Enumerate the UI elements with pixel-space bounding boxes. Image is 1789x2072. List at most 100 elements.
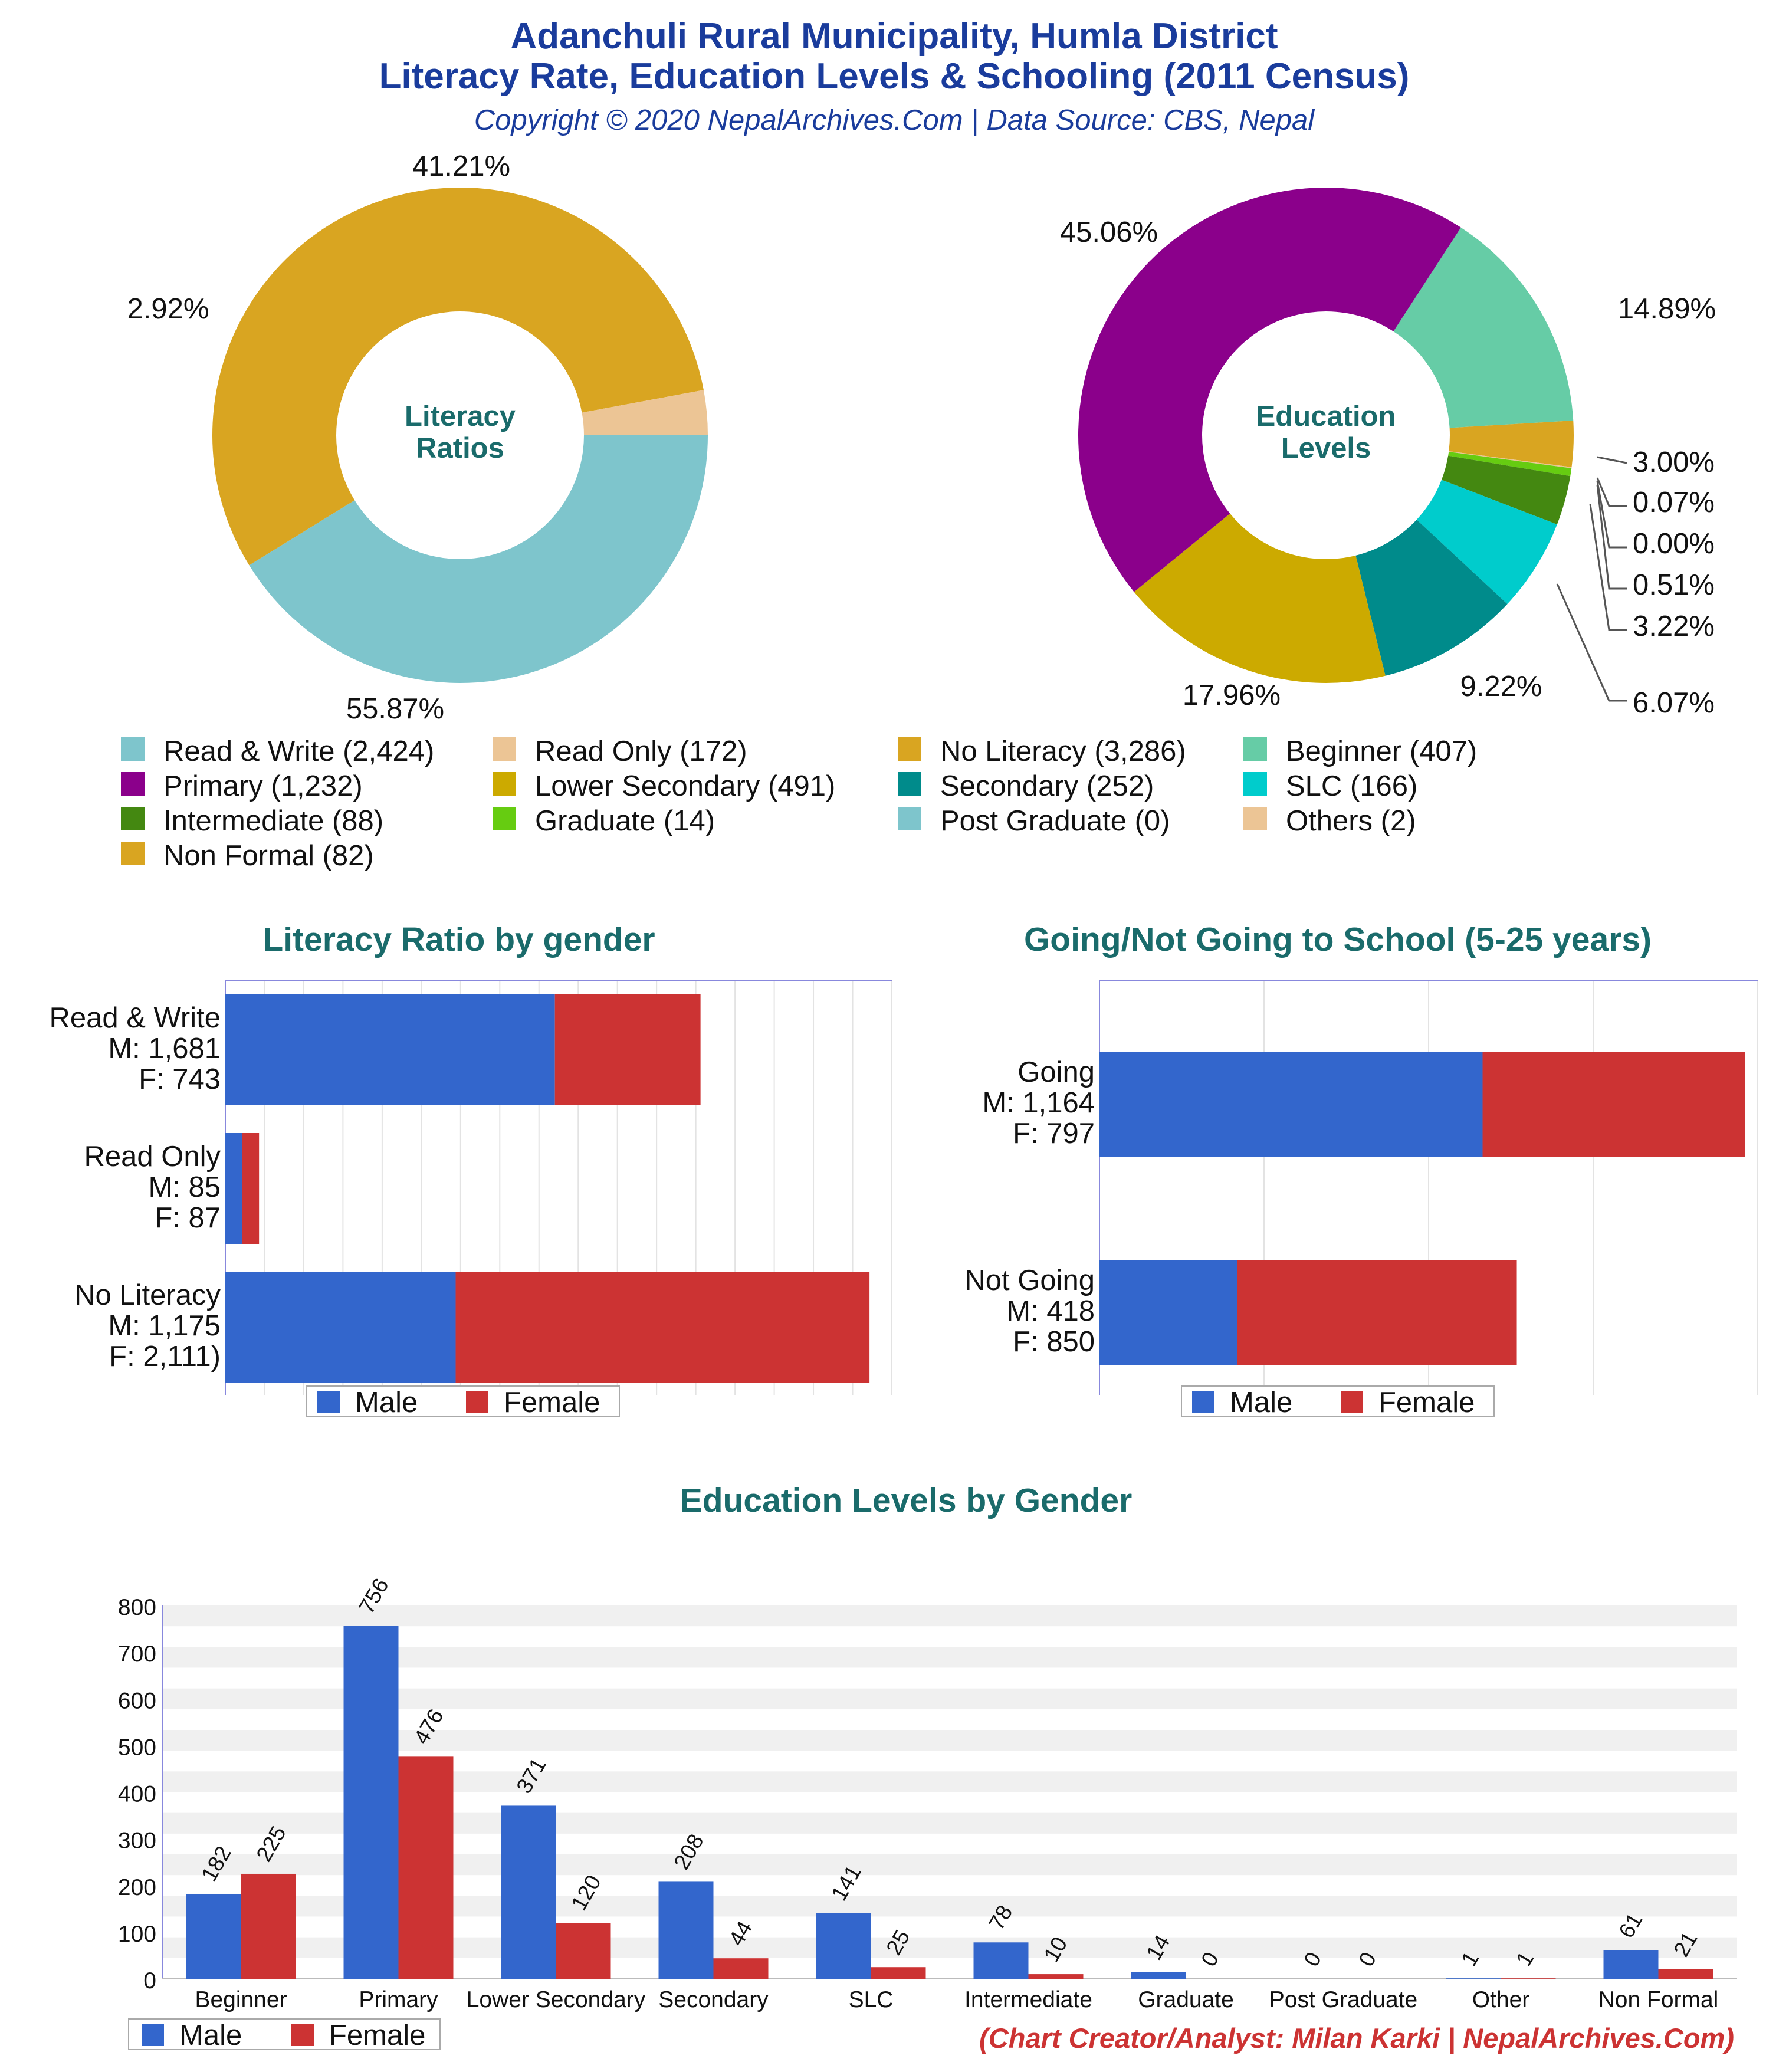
grid-band <box>162 1605 1737 1627</box>
slice-read-write <box>249 435 708 684</box>
x-tick-label: Primary <box>359 1987 438 2012</box>
pie2-center-label-1: Education <box>1256 400 1396 432</box>
legend-box <box>306 1385 620 1417</box>
legend-male-label: Male <box>1230 1387 1292 1418</box>
legend-male-label: Male <box>179 2020 242 2051</box>
legend-swatch <box>898 807 921 830</box>
legend-box <box>1181 1385 1495 1417</box>
x-tick-label: Intermediate <box>964 1987 1092 2012</box>
legend-swatch <box>493 737 516 761</box>
legend-label: Intermediate (88) <box>163 805 383 837</box>
x-tick-label: Lower Secondary <box>467 1987 646 2012</box>
male-bar <box>501 1805 556 1979</box>
female-bar <box>455 1272 870 1383</box>
education-gender-title: Education Levels by Gender <box>680 1482 1133 1519</box>
pct-label: 3.00% <box>1633 446 1715 478</box>
y-tick-label: 200 <box>118 1875 156 1900</box>
leader-line <box>1596 477 1627 507</box>
male-bar <box>225 1133 242 1244</box>
legend-label: Secondary (252) <box>940 770 1154 802</box>
female-bar <box>1237 1260 1517 1365</box>
legend-label: Graduate (14) <box>535 805 715 837</box>
legend-label: Primary (1,232) <box>163 770 363 802</box>
pie1-center-label-1: Literacy <box>405 400 516 432</box>
legend-label: Lower Secondary (491) <box>535 770 835 802</box>
x-tick-label: Graduate <box>1138 1987 1234 2012</box>
legend-swatch <box>493 772 516 796</box>
male-bar <box>225 994 555 1105</box>
leader-line <box>1596 481 1627 549</box>
pct-label: 14.89% <box>1618 293 1716 325</box>
legend-swatch <box>121 772 145 796</box>
legend-swatch <box>1243 807 1267 830</box>
category-label: F: 797 <box>1013 1118 1095 1150</box>
category-label: Going <box>1017 1056 1095 1088</box>
x-tick-label: Post Graduate <box>1269 1987 1417 2012</box>
legend-male-swatch <box>142 2024 164 2046</box>
legend-swatch <box>493 807 516 830</box>
category-label: F: 87 <box>155 1202 221 1234</box>
female-bar <box>1028 1974 1084 1979</box>
male-bar <box>225 1272 456 1383</box>
female-bar <box>398 1756 454 1979</box>
slice-secondary <box>1355 520 1508 676</box>
y-tick-label: 500 <box>118 1735 156 1760</box>
grid-band <box>162 1647 1737 1668</box>
credit-text: (Chart Creator/Analyst: Milan Karki | Ne… <box>979 2022 1734 2054</box>
pie2-center-label-2: Levels <box>1281 432 1371 464</box>
pct-label: 45.06% <box>1060 216 1158 248</box>
slice-read-only <box>582 390 708 435</box>
category-label: M: 85 <box>148 1171 221 1203</box>
grid-band <box>162 1730 1737 1751</box>
female-bar <box>554 994 701 1105</box>
education-levels-donut: 14.89% 3.00% 0.07% 0.00% 0.51% 3.22% 6.07% 9.22… <box>1060 188 1716 719</box>
slice-beginner <box>1393 227 1574 428</box>
category-label: No Literacy <box>74 1279 221 1311</box>
legend-label: SLC (166) <box>1286 770 1417 802</box>
legend-swatch <box>121 737 145 761</box>
legend-female-swatch <box>291 2024 314 2046</box>
male-bar <box>1603 1950 1659 1979</box>
pct-label: 0.07% <box>1633 487 1715 518</box>
legend-swatch <box>1243 737 1267 761</box>
y-tick-label: 0 <box>143 1968 156 1994</box>
category-label: F: 850 <box>1013 1326 1095 1358</box>
legend-box <box>128 2018 441 2050</box>
legend-label: Beginner (407) <box>1286 735 1477 767</box>
category-label: M: 418 <box>1006 1295 1095 1327</box>
slice-no-literacy <box>212 188 704 566</box>
pct-label: 6.07% <box>1633 687 1715 719</box>
category-label: F: 743 <box>139 1063 221 1095</box>
legend-swatch <box>898 737 921 761</box>
pct-label: 17.96% <box>1183 679 1281 711</box>
slice-primary <box>1078 188 1461 592</box>
pct-label: 2.92% <box>127 293 209 325</box>
legend-swatch <box>121 842 145 865</box>
y-tick-label: 700 <box>118 1641 156 1667</box>
legend-male-label: Male <box>355 1387 418 1418</box>
category-label: M: 1,175 <box>108 1310 221 1342</box>
subtitle: Copyright © 2020 NepalArchives.Com | Dat… <box>474 104 1315 136</box>
literacy-gender-title: Literacy Ratio by gender <box>262 921 655 958</box>
legend-label: Read & Write (2,424) <box>163 735 434 767</box>
legend-female-swatch <box>466 1391 488 1413</box>
female-bar <box>241 1873 296 1979</box>
female-bar <box>556 1923 611 1979</box>
legend-label: No Literacy (3,286) <box>940 735 1186 767</box>
female-bar <box>1501 1978 1556 1979</box>
category-label: F: 2,111) <box>109 1341 221 1372</box>
legend-label: Read Only (172) <box>535 735 747 767</box>
slice-intermediate <box>1441 455 1571 525</box>
title-line-2: Literacy Rate, Education Levels & School… <box>379 56 1410 97</box>
legend-swatch <box>898 772 921 796</box>
slice-non-formal <box>1449 421 1574 468</box>
grid-band <box>162 1688 1737 1709</box>
category-label: Read & Write <box>50 1002 221 1034</box>
leader-line <box>1556 583 1627 702</box>
slice-graduate <box>1448 451 1572 477</box>
legend-male-swatch <box>317 1391 340 1413</box>
pie1-center-label-2: Ratios <box>416 432 504 464</box>
leader-line <box>1589 504 1627 631</box>
female-bar <box>871 1967 926 1979</box>
